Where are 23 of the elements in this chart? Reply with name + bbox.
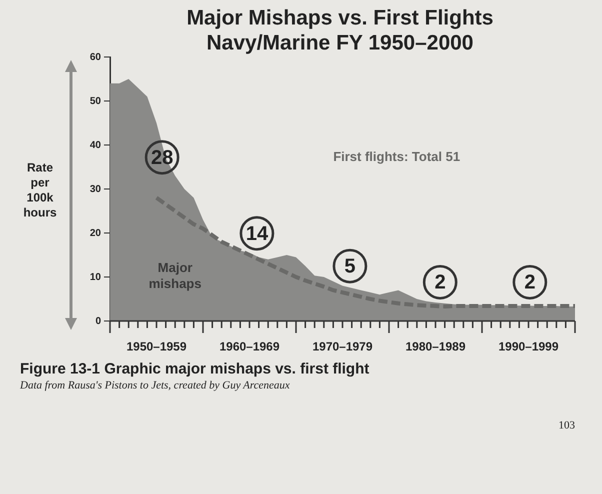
series-label: Major mishaps <box>148 260 202 291</box>
annotation: 5 <box>344 256 356 278</box>
chart-title: Major Mishaps vs. First Flights Navy/Marine FY 1950–2000 <box>186 6 494 54</box>
y-tick-label: 50 <box>90 96 102 107</box>
caption: Figure 13-1 Graphic major mishaps vs. first flight <box>20 360 370 378</box>
y-tick-label: 20 <box>90 228 102 239</box>
text: 103 <box>558 419 576 432</box>
y-tick-label: 40 <box>90 140 102 151</box>
x-tick-label: 1990–1999 <box>498 339 559 354</box>
x-tick-label: 1970–1979 <box>312 339 373 354</box>
y-tick-label: 0 <box>95 316 102 327</box>
annotation: 14 <box>246 222 269 245</box>
y-tick-label: 60 <box>90 52 102 63</box>
y-axis-title: Rate per 100k hours <box>23 160 57 220</box>
y-tick-label: 10 <box>90 272 102 283</box>
x-tick-label: 1980–1989 <box>405 339 466 354</box>
text: Data from Rausa's Pistons to Jets, created by Guy Arceneaux <box>19 379 290 392</box>
y-tick-label: 30 <box>90 184 102 195</box>
x-tick-label: 1960–1969 <box>219 339 280 354</box>
annotation: 2 <box>524 272 536 294</box>
text: First flights: Total 51 <box>333 148 460 164</box>
annotation: 2 <box>434 272 446 294</box>
x-tick-label: 1950–1959 <box>126 339 187 354</box>
